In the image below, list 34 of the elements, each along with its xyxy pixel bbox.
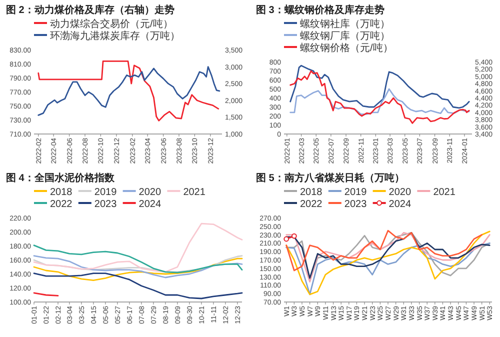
legend-label: 螺纹钢价格（元/吨） — [300, 42, 393, 54]
legend-label: 2024 — [388, 199, 412, 210]
chart-title: 图 3：螺纹钢价格及库存走势 — [256, 4, 384, 16]
line-series — [286, 230, 483, 272]
line-series — [286, 242, 490, 296]
legend-label: 2022 — [50, 199, 73, 210]
line-series — [290, 88, 470, 115]
legend-label: 2024 — [138, 199, 162, 210]
line-series — [38, 60, 220, 122]
legend-label: 2022 — [300, 199, 323, 210]
line-series — [33, 272, 243, 300]
legend-label: 2023 — [344, 199, 368, 210]
legend-label: 2018 — [50, 187, 73, 198]
legend-label: 螺纹钢厂库（万吨） — [300, 30, 390, 42]
legend-label: 2019 — [344, 187, 368, 198]
line-series — [33, 222, 243, 273]
legend-label: 2023 — [94, 199, 118, 210]
chart-title: 图 2：动力煤价格及库存（右轴）走势 — [6, 4, 174, 16]
legend-label: 2019 — [94, 187, 118, 198]
legend-label: 2020 — [138, 187, 162, 198]
legend-label: 2018 — [300, 187, 323, 198]
legend-label: 螺纹钢社库（万吨） — [300, 18, 390, 30]
line-series — [290, 70, 470, 124]
chart-title: 图 5：南方八省煤炭日耗（万吨） — [256, 172, 404, 184]
line-series — [33, 244, 243, 274]
legend-label: 环渤海九港煤炭库存（万吨） — [50, 30, 180, 42]
line-series — [290, 64, 470, 109]
legend-label: 2020 — [388, 187, 412, 198]
legend-label: 2021 — [433, 187, 456, 198]
legend-label: 动力煤综合交易价（元/吨） — [50, 18, 173, 30]
legend-label: 2021 — [183, 187, 206, 198]
line-series — [286, 230, 490, 296]
line-series — [38, 66, 220, 116]
chart-title: 图 4：全国水泥价格指数 — [6, 172, 116, 184]
